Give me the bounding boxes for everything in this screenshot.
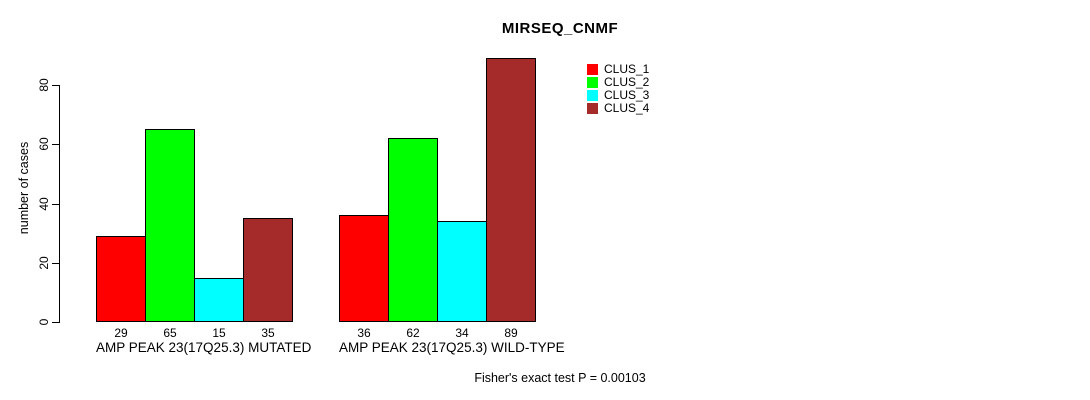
bar-clus_2 [388, 138, 438, 322]
legend-swatch-clus_1 [587, 64, 598, 75]
bar-clus_2 [145, 129, 195, 322]
y-axis-tick [52, 144, 59, 145]
legend-item-clus_2: CLUS_2 [587, 76, 649, 89]
bar-value-label: 89 [504, 326, 518, 340]
bar-clus_3 [437, 221, 487, 322]
y-axis-tick-label: 60 [37, 137, 51, 151]
legend: CLUS_1 CLUS_2 CLUS_3 CLUS_4 [587, 63, 649, 115]
bar-clus_1 [96, 236, 146, 322]
legend-label: CLUS_3 [604, 88, 650, 102]
category-label: AMP PEAK 23(17Q25.3) WILD-TYPE [339, 340, 565, 355]
y-axis-label: number of cases [17, 141, 31, 235]
legend-swatch-clus_4 [587, 103, 598, 114]
bar-value-label: 35 [261, 326, 275, 340]
legend-swatch-clus_3 [587, 90, 598, 101]
chart-title: MIRSEQ_CNMF [501, 20, 619, 37]
y-axis-tick [52, 263, 59, 264]
bar-clus_3 [194, 278, 244, 322]
category-label: AMP PEAK 23(17Q25.3) MUTATED [96, 340, 312, 355]
legend-item-clus_4: CLUS_4 [587, 102, 649, 115]
bar-value-label: 29 [114, 326, 128, 340]
bar-value-label: 65 [163, 326, 177, 340]
bar-value-label: 15 [212, 326, 226, 340]
y-axis-tick-label: 40 [37, 197, 51, 211]
bar-clus_4 [243, 218, 293, 322]
bar-clus_1 [339, 215, 389, 322]
y-axis-tick-label: 0 [37, 318, 51, 326]
y-axis-line [59, 85, 60, 323]
y-axis-tick [52, 204, 59, 205]
y-axis-tick-label: 20 [37, 256, 51, 270]
y-axis-tick [52, 322, 59, 323]
legend-label: CLUS_4 [604, 101, 650, 115]
y-axis-tick-label: 80 [37, 78, 51, 92]
y-axis-tick [52, 85, 59, 86]
legend-item-clus_3: CLUS_3 [587, 89, 649, 102]
fisher-test-note: Fisher's exact test P = 0.00103 [474, 371, 646, 385]
bar-value-label: 36 [357, 326, 371, 340]
legend-label: CLUS_1 [604, 62, 650, 76]
legend-label: CLUS_2 [604, 75, 650, 89]
bar-value-label: 62 [406, 326, 420, 340]
legend-swatch-clus_2 [587, 77, 598, 88]
bar-clus_4 [486, 58, 536, 322]
bar-value-label: 34 [455, 326, 469, 340]
legend-item-clus_1: CLUS_1 [587, 63, 649, 76]
